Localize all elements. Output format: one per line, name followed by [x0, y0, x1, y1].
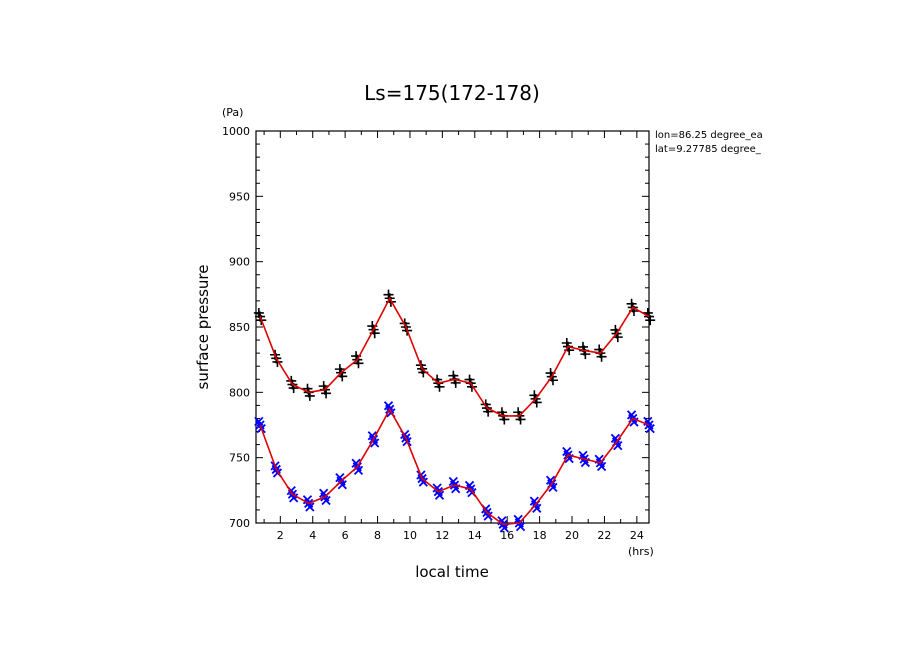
data-point-x: [645, 423, 655, 434]
series-line-1: [259, 296, 650, 417]
x-tick-label: 8: [374, 529, 381, 542]
data-point-plus: [353, 358, 364, 369]
data-point-plus: [272, 356, 283, 367]
chart-title: Ls=175(172-178): [364, 81, 540, 105]
data-point-plus: [466, 381, 477, 392]
data-point-x: [370, 438, 380, 448]
y-tick-label: 900: [229, 256, 250, 269]
data-point-x: [499, 523, 509, 533]
x-tick-label: 2: [277, 529, 284, 542]
data-point-plus: [515, 414, 526, 425]
annotation-lon: lon=86.25 degree_ea: [655, 130, 763, 141]
data-point-x: [434, 490, 445, 500]
y-tick-label: 1000: [222, 125, 250, 138]
data-point-x: [515, 521, 526, 532]
data-point-x: [596, 461, 607, 472]
data-point-x: [289, 493, 299, 503]
x-tick-label: 22: [597, 529, 611, 542]
x-tick-label: 6: [342, 529, 349, 542]
data-point-plus: [321, 388, 332, 399]
y-unit-label: (Pa): [222, 106, 243, 119]
series-line-2: [259, 407, 650, 526]
data-point-x: [305, 502, 315, 512]
y-axis-label: surface pressure: [194, 265, 212, 390]
data-point-x: [418, 477, 428, 487]
x-tick-label: 4: [309, 529, 316, 542]
x-tick-label: 14: [468, 529, 482, 542]
y-tick-label: 800: [229, 386, 250, 399]
data-point-plus: [337, 371, 348, 382]
y-tick-label: 950: [229, 190, 250, 203]
y-tick-label: 850: [229, 321, 250, 334]
x-unit-label: (hrs): [628, 545, 654, 558]
x-tick-label: 18: [533, 529, 547, 542]
data-point-plus: [531, 397, 542, 408]
x-tick-label: 20: [565, 529, 579, 542]
x-axis-label: local time: [415, 563, 489, 581]
y-tick-label: 700: [229, 517, 250, 530]
data-point-plus: [645, 315, 656, 326]
x-tick-label: 12: [435, 529, 449, 542]
data-point-x: [483, 511, 493, 521]
y-tick-label: 750: [229, 452, 250, 465]
plot-area: 2 4 6 8 10 12 14 16 18 20 22 2470075080085090095010…: [222, 125, 656, 542]
x-tick-label: 24: [630, 529, 644, 542]
data-point-plus: [596, 351, 607, 362]
x-tick-label: 16: [500, 529, 514, 542]
plot-frame: [255, 130, 650, 524]
x-tick-label: 10: [403, 529, 417, 542]
annotation-lat: lat=9.27785 degree_: [655, 144, 762, 155]
